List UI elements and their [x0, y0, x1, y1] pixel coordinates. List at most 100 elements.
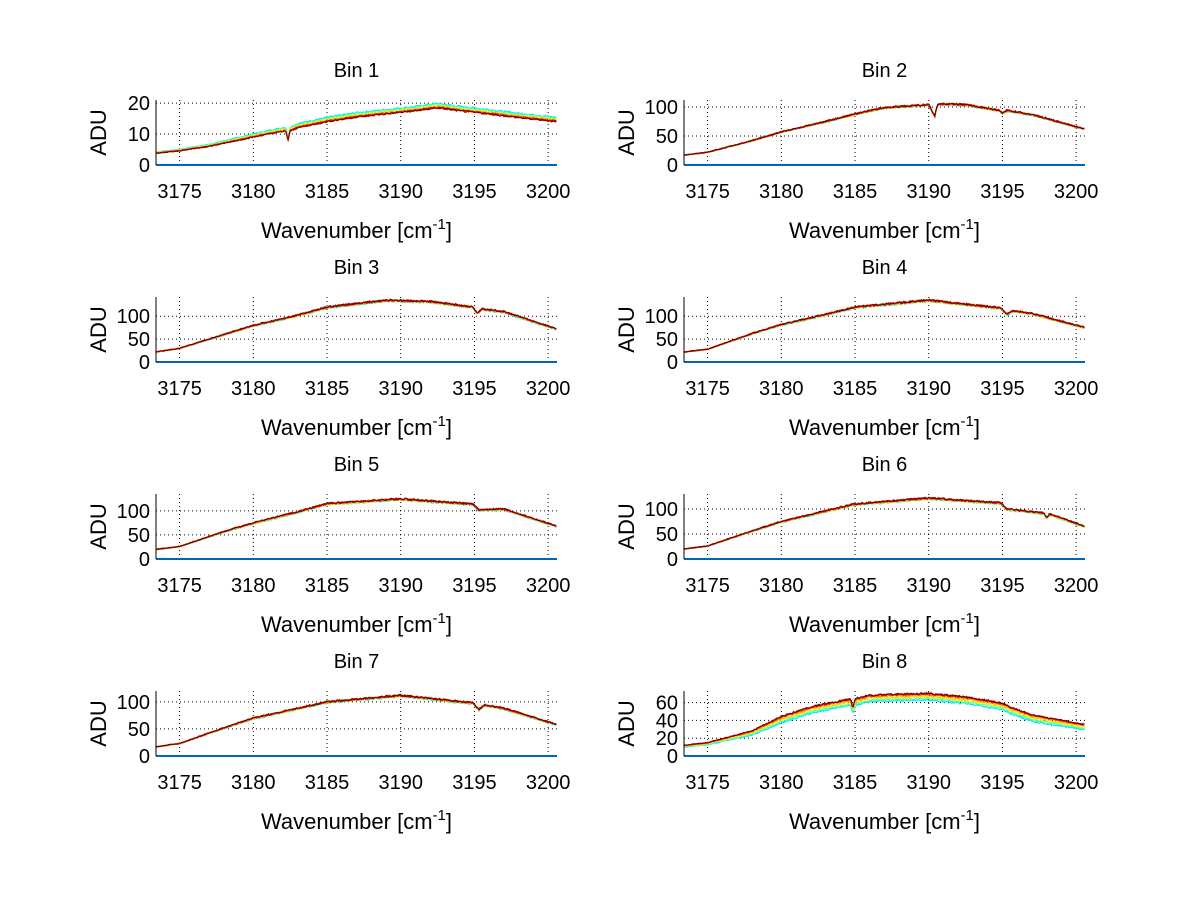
- x-tick-label: 3175: [685, 575, 730, 597]
- y-tick-label: 20: [128, 93, 150, 115]
- y-tick-label: 50: [128, 719, 150, 741]
- x-tick-label: 3200: [526, 181, 571, 203]
- series-line: [683, 298, 1085, 353]
- series-line: [683, 694, 1085, 747]
- x-tick-label: 3175: [157, 378, 202, 400]
- series-line: [683, 102, 1085, 156]
- y-tick-label: 100: [117, 501, 150, 523]
- x-tick-label: 3190: [906, 378, 951, 400]
- subplot-2: 3175 3180 3185 3190 3195 3200 0 50 100 Bin 2 ADU Wa…: [614, 60, 1098, 243]
- series-line: [683, 103, 1085, 156]
- y-axis-label: ADU: [86, 109, 111, 155]
- x-tick-label: 3195: [452, 378, 497, 400]
- series-line: [683, 299, 1085, 353]
- x-tick-label: 3175: [685, 772, 730, 794]
- x-tick-label: 3190: [378, 378, 423, 400]
- x-tick-label: 3200: [1054, 378, 1099, 400]
- series-line: [683, 497, 1085, 550]
- series-line: [155, 497, 557, 551]
- x-axis-label: Wavenumber [cm-1]: [789, 807, 980, 834]
- y-tick-label: 50: [656, 329, 678, 351]
- x-tick-label: 3180: [759, 772, 804, 794]
- series-line: [155, 693, 557, 748]
- y-axis-label: ADU: [86, 306, 111, 352]
- series-line: [155, 298, 557, 353]
- y-tick-label: 0: [139, 352, 150, 374]
- series-line: [155, 694, 557, 748]
- x-tick-label: 3195: [980, 575, 1025, 597]
- series-line: [155, 695, 557, 748]
- subplot-1: 3175 3180 3185 3190 3195 3200 0 10 20 Bin 1 ADU Wav…: [86, 60, 570, 243]
- x-tick-label: 3195: [452, 772, 497, 794]
- x-axis-label: Wavenumber [cm-1]: [789, 610, 980, 637]
- y-tick-label: 50: [128, 329, 150, 351]
- x-tick-label: 3175: [157, 575, 202, 597]
- x-axis-label: Wavenumber [cm-1]: [261, 610, 452, 637]
- series-line: [155, 299, 557, 353]
- x-tick-label: 3185: [833, 181, 878, 203]
- x-tick-label: 3200: [526, 378, 571, 400]
- y-tick-label: 100: [645, 499, 678, 521]
- subplot-title: Bin 2: [862, 60, 908, 82]
- series-line: [683, 102, 1085, 156]
- x-tick-label: 3185: [305, 378, 350, 400]
- x-tick-label: 3180: [231, 378, 276, 400]
- x-axis-label: Wavenumber [cm-1]: [261, 216, 452, 243]
- x-tick-label: 3190: [378, 575, 423, 597]
- y-tick-label: 0: [139, 746, 150, 768]
- x-tick-label: 3175: [685, 181, 730, 203]
- x-tick-label: 3200: [526, 575, 571, 597]
- series-line: [683, 102, 1085, 156]
- x-tick-label: 3200: [1054, 575, 1099, 597]
- series-line: [155, 497, 557, 550]
- subplot-title: Bin 5: [334, 454, 380, 476]
- y-axis-label: ADU: [614, 109, 639, 155]
- series-line: [155, 498, 557, 550]
- series-line: [155, 694, 557, 748]
- x-tick-label: 3180: [759, 575, 804, 597]
- x-tick-label: 3185: [305, 181, 350, 203]
- series-line: [155, 298, 557, 353]
- subplot-title: Bin 7: [334, 651, 380, 673]
- subplot-6: 3175 3180 3185 3190 3195 3200 0 50 100 Bin 6 ADU Wa…: [614, 454, 1098, 637]
- x-axis-label: Wavenumber [cm-1]: [789, 216, 980, 243]
- x-tick-label: 3180: [231, 772, 276, 794]
- series-line: [683, 496, 1085, 550]
- y-axis-label: ADU: [614, 306, 639, 352]
- x-axis-label: Wavenumber [cm-1]: [789, 413, 980, 440]
- y-tick-label: 100: [645, 97, 678, 119]
- y-tick-label: 100: [117, 692, 150, 714]
- y-tick-label: 10: [128, 124, 150, 146]
- subplot-title: Bin 6: [862, 454, 908, 476]
- y-tick-label: 50: [128, 525, 150, 547]
- y-tick-label: 50: [656, 524, 678, 546]
- y-tick-label: 100: [645, 306, 678, 328]
- x-tick-label: 3185: [833, 575, 878, 597]
- series-line: [155, 298, 557, 353]
- series-line: [683, 698, 1085, 748]
- x-tick-label: 3175: [685, 378, 730, 400]
- series-line: [683, 695, 1085, 748]
- y-tick-label: 0: [139, 155, 150, 177]
- series-line: [683, 102, 1085, 156]
- y-tick-label: 20: [656, 728, 678, 750]
- x-tick-label: 3190: [906, 181, 951, 203]
- x-tick-label: 3185: [833, 772, 878, 794]
- x-tick-label: 3190: [906, 772, 951, 794]
- subplot-title: Bin 3: [334, 257, 380, 279]
- x-tick-label: 3180: [231, 181, 276, 203]
- y-tick-label: 100: [117, 306, 150, 328]
- series-line: [155, 497, 557, 551]
- x-tick-label: 3195: [452, 181, 497, 203]
- y-tick-label: 50: [656, 126, 678, 148]
- x-tick-label: 3190: [906, 575, 951, 597]
- series-line: [683, 299, 1085, 353]
- x-axis-label: Wavenumber [cm-1]: [261, 413, 452, 440]
- series-line: [683, 298, 1085, 353]
- x-tick-label: 3195: [452, 575, 497, 597]
- x-tick-label: 3175: [157, 181, 202, 203]
